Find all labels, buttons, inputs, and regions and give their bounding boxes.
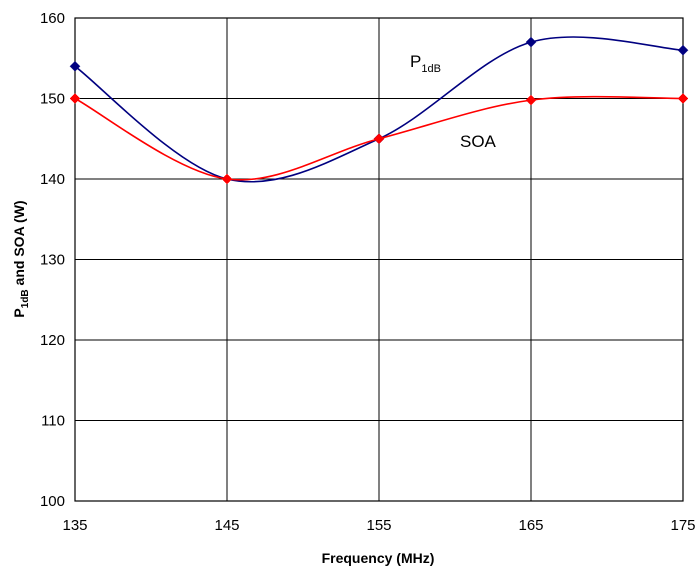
y-tick-label: 130 bbox=[40, 252, 65, 269]
x-tick-label: 135 bbox=[62, 517, 87, 534]
data-point bbox=[525, 36, 537, 48]
series-label-p1db-main: P bbox=[410, 52, 421, 71]
y-axis-title-rest: and SOA (W) bbox=[11, 200, 27, 289]
data-point bbox=[677, 93, 689, 104]
series-label-soa: SOA bbox=[460, 132, 497, 151]
x-tick-label: 155 bbox=[366, 517, 391, 534]
x-tick-label: 145 bbox=[214, 517, 239, 534]
series-soa bbox=[69, 93, 689, 185]
series-layer bbox=[69, 36, 689, 185]
data-point bbox=[69, 93, 81, 104]
y-tick-label: 100 bbox=[40, 493, 65, 510]
plot-frame bbox=[74, 17, 684, 502]
tick-labels: 100 110 120 130 140 150 160 135 145 155 165 175 bbox=[40, 10, 696, 534]
y-axis-title: P1dB and SOA (W) bbox=[11, 200, 31, 317]
y-axis-title-sub: 1dB bbox=[20, 289, 31, 308]
data-point bbox=[221, 173, 233, 185]
series-label-p1db-sub: 1dB bbox=[421, 63, 441, 75]
y-tick-label: 150 bbox=[40, 91, 65, 108]
grid bbox=[74, 17, 684, 502]
x-tick-label: 175 bbox=[670, 517, 695, 534]
x-tick-label: 165 bbox=[518, 517, 543, 534]
y-tick-label: 120 bbox=[40, 332, 65, 349]
y-tick-label: 110 bbox=[41, 413, 65, 430]
x-axis-title: Frequency (MHz) bbox=[322, 550, 435, 566]
data-point bbox=[525, 94, 537, 106]
y-tick-label: 140 bbox=[40, 171, 65, 188]
y-axis-title-main: P bbox=[11, 308, 27, 317]
data-point bbox=[373, 133, 385, 145]
y-tick-label: 160 bbox=[40, 10, 65, 27]
data-point bbox=[677, 44, 689, 56]
series-label-p1db: P1dB bbox=[410, 52, 441, 75]
data-point bbox=[69, 60, 81, 72]
